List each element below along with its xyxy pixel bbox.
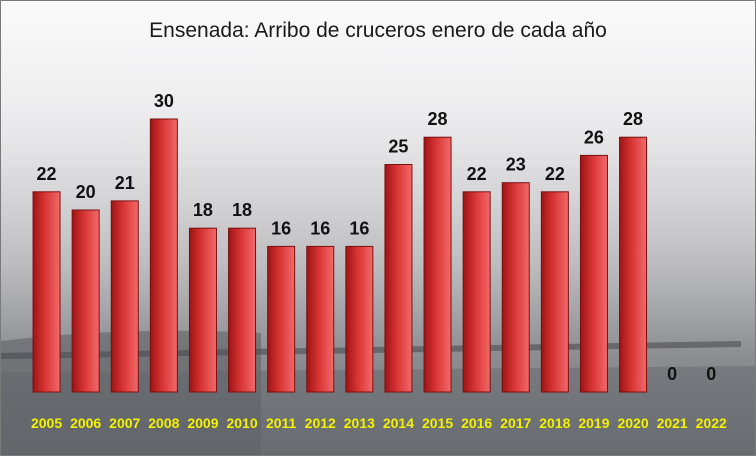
x-tick-2019: 2019 [578, 415, 609, 431]
value-label-2020: 28 [623, 109, 643, 129]
x-tick-2022: 2022 [696, 415, 727, 431]
value-label-2008: 30 [154, 91, 174, 111]
x-tick-2010: 2010 [226, 415, 257, 431]
value-label-2016: 22 [467, 164, 487, 184]
x-tick-2008: 2008 [148, 415, 179, 431]
chart-title: Ensenada: Arribo de cruceros enero de ca… [149, 19, 607, 42]
bar-2006 [71, 209, 100, 393]
bar-2015 [423, 136, 452, 393]
bar-2010 [228, 227, 257, 393]
value-label-2015: 28 [428, 109, 448, 129]
bar-2005 [32, 191, 61, 393]
x-axis-tick-labels: 2005 2006 2007 2008 2009 2010 2011 2012 2013 2014… [31, 415, 727, 431]
value-label-2017: 23 [506, 155, 526, 175]
value-label-2011: 16 [271, 218, 291, 238]
bar-2011 [267, 245, 296, 393]
x-tick-2007: 2007 [109, 415, 140, 431]
value-label-2013: 16 [349, 218, 369, 238]
value-label-2019: 26 [584, 127, 604, 147]
value-label-2022: 0 [706, 364, 716, 384]
x-tick-2013: 2013 [344, 415, 375, 431]
bar-2016 [462, 191, 491, 393]
value-label-2018: 22 [545, 164, 565, 184]
value-label-2005: 22 [37, 164, 57, 184]
x-tick-2016: 2016 [461, 415, 492, 431]
value-label-2007: 21 [115, 173, 135, 193]
bar-2019 [579, 154, 608, 393]
x-tick-2018: 2018 [539, 415, 570, 431]
bars-layer [32, 118, 648, 393]
x-tick-2012: 2012 [305, 415, 336, 431]
bar-2008 [149, 118, 178, 393]
x-tick-2006: 2006 [70, 415, 101, 431]
x-tick-2015: 2015 [422, 415, 453, 431]
bar-2014 [384, 164, 413, 393]
bar-2020 [619, 136, 648, 393]
value-label-2014: 25 [388, 137, 408, 157]
x-tick-2005: 2005 [31, 415, 62, 431]
value-label-2012: 16 [310, 218, 330, 238]
bar-2007 [110, 200, 139, 393]
x-tick-2017: 2017 [500, 415, 531, 431]
x-tick-2009: 2009 [187, 415, 218, 431]
value-labels-layer: 22 20 21 30 18 18 16 16 16 25 28 22 23 22 26 28 0 0 [37, 91, 717, 384]
value-label-2010: 18 [232, 200, 252, 220]
value-label-2006: 20 [76, 182, 96, 202]
bar-2012 [306, 245, 335, 393]
bar-2017 [501, 182, 530, 393]
x-tick-2014: 2014 [383, 415, 414, 431]
value-label-2009: 18 [193, 200, 213, 220]
value-label-2021: 0 [667, 364, 677, 384]
bar-2018 [540, 191, 569, 393]
x-tick-2020: 2020 [617, 415, 648, 431]
x-tick-2011: 2011 [266, 415, 297, 431]
bar-2013 [345, 245, 374, 393]
x-tick-2021: 2021 [657, 415, 688, 431]
bar-2009 [188, 227, 217, 393]
